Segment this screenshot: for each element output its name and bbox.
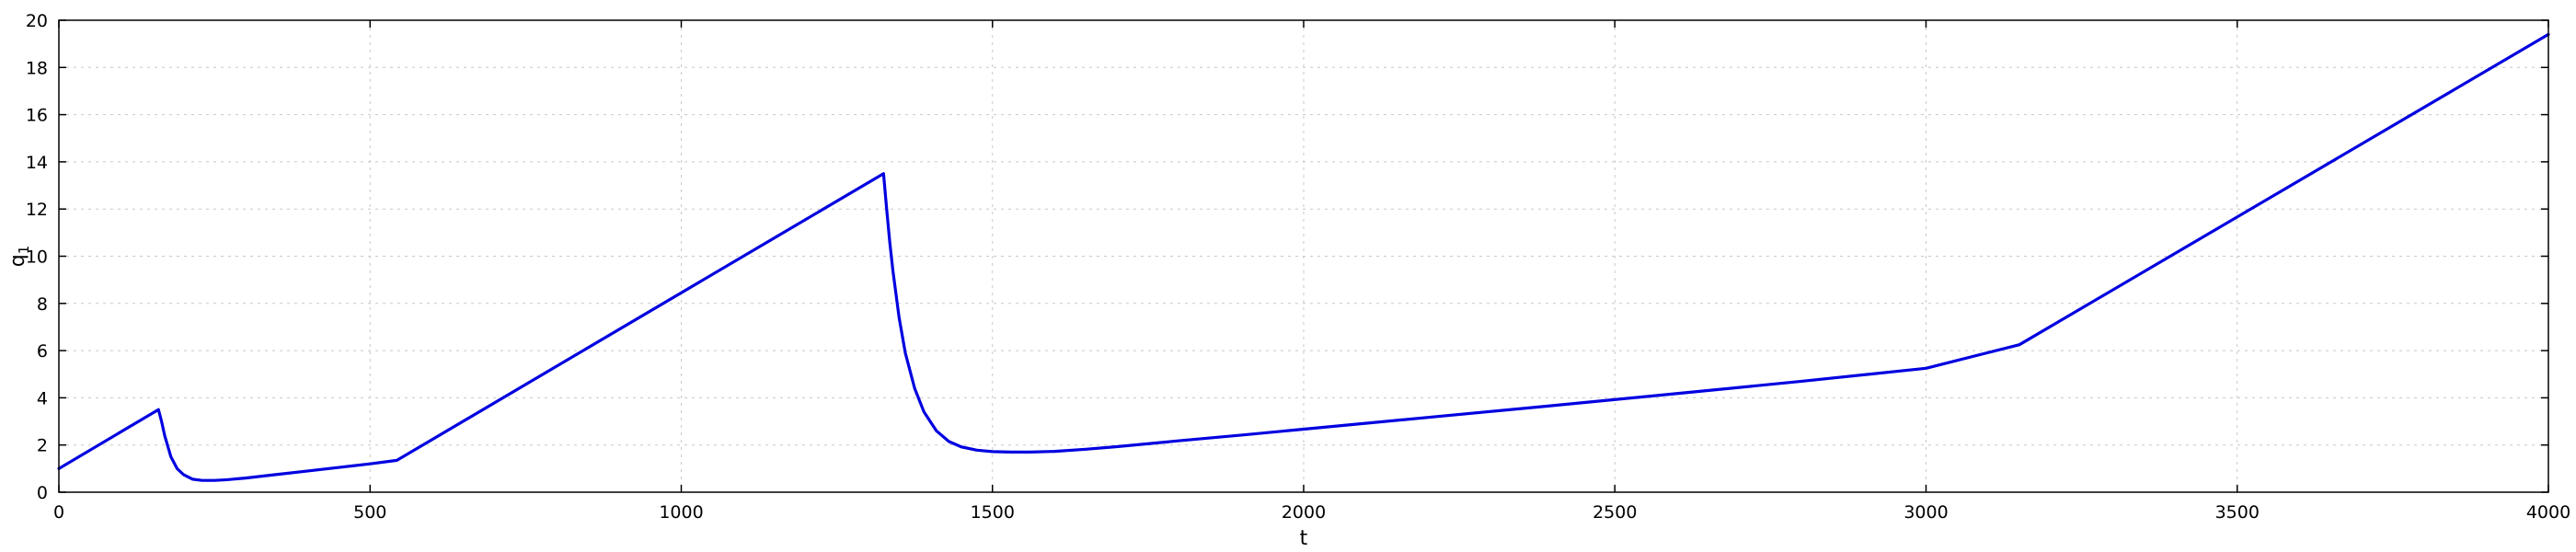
y-tick-label: 8: [37, 294, 48, 315]
x-tick-label: 3500: [2215, 502, 2260, 523]
x-tick-label: 500: [353, 502, 386, 523]
y-tick-label: 18: [26, 58, 48, 78]
x-tick-label: 1000: [659, 502, 703, 523]
series-group: [57, 32, 2550, 482]
y-tick-label: 6: [37, 341, 48, 362]
y-tick-label: 20: [26, 11, 48, 31]
series-line: [57, 32, 2550, 482]
y-tick-labels: 0 2 4 6 8 10 12 14 16 18 20: [26, 11, 48, 503]
y-tick-label: 16: [26, 106, 48, 126]
x-tick-label: 2000: [1282, 502, 1326, 523]
y-tick-label: 14: [26, 153, 48, 173]
grid-lines: [59, 20, 2548, 492]
y-tick-label: 10: [26, 247, 48, 268]
y-axis-label-subscript: 1: [16, 246, 32, 255]
y-tick-label: 12: [26, 200, 48, 220]
x-tick-label: 0: [53, 502, 64, 523]
plot-frame: [58, 19, 2549, 493]
y-tick-label: 0: [37, 483, 48, 503]
x-tick-label: 3000: [1903, 502, 1948, 523]
y-tick-label: 2: [37, 436, 48, 456]
x-tick-label: 4000: [2526, 502, 2570, 523]
y-axis-label: q1: [6, 246, 32, 268]
y-tick-label: 4: [37, 388, 48, 408]
x-tick-labels: 0 500 1000 1500 2000 2500 3000 3500 4000: [53, 502, 2570, 523]
x-axis-label: t: [1300, 527, 1308, 550]
x-tick-label: 1500: [971, 502, 1015, 523]
y-axis-label-main: q: [6, 254, 29, 267]
x-tick-label: 2500: [1593, 502, 1637, 523]
